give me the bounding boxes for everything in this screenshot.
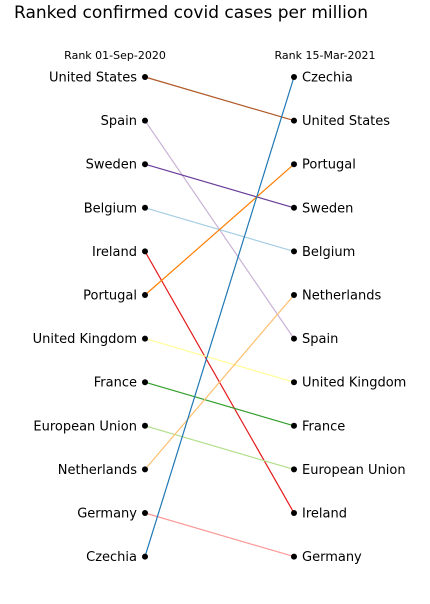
marker-start-united-states [142,74,148,80]
marker-start-germany [142,510,148,516]
marker-start-czechia [142,554,148,560]
slope-line-france [145,382,294,426]
left-rank-label: United States [49,71,137,86]
marker-end-ireland [291,510,297,516]
slope-line-united-kingdom [145,339,294,383]
right-rank-label: Ireland [302,507,347,522]
marker-end-netherlands [291,292,297,298]
right-rank-label: Germany [302,550,362,565]
marker-end-spain [291,336,297,342]
slope-line-czechia [145,77,294,557]
marker-end-sweden [291,205,297,211]
chart-title: Ranked confirmed covid cases per million [14,3,368,23]
marker-end-france [291,423,297,429]
left-rank-label: Belgium [84,201,137,216]
left-column-header: Rank 01-Sep-2020 [64,49,166,62]
marker-start-portugal [142,292,148,298]
slope-line-germany [145,513,294,557]
marker-end-united-states [291,118,297,124]
marker-start-ireland [142,248,148,254]
left-rank-label: Germany [77,507,137,522]
right-rank-label: United States [302,114,390,129]
marker-end-belgium [291,248,297,254]
marker-end-czechia [291,74,297,80]
right-rank-label: Portugal [302,158,356,173]
right-column-header: Rank 15-Mar-2021 [275,49,376,62]
marker-start-spain [142,118,148,124]
left-rank-label: France [94,376,137,391]
right-rank-label: France [302,419,345,434]
slope-line-united-states [145,77,294,121]
left-rank-label: Portugal [83,289,137,304]
marker-end-germany [291,554,297,560]
right-rank-label: United Kingdom [302,376,406,391]
marker-start-belgium [142,205,148,211]
right-rank-label: European Union [302,463,406,478]
left-rank-label: Netherlands [58,463,137,478]
right-rank-label: Netherlands [302,289,381,304]
marker-end-european-union [291,466,297,472]
right-rank-label: Spain [302,332,338,347]
left-rank-label: Spain [101,114,137,129]
marker-start-netherlands [142,466,148,472]
marker-start-european-union [142,423,148,429]
right-rank-label: Sweden [302,201,353,216]
marker-end-united-kingdom [291,379,297,385]
slope-line-portugal [145,164,294,295]
slope-line-european-union [145,426,294,470]
left-rank-label: Ireland [92,245,137,260]
marker-start-france [142,379,148,385]
left-rank-label: United Kingdom [33,332,137,347]
marker-start-sweden [142,161,148,167]
left-rank-label: European Union [33,419,137,434]
slope-line-netherlands [145,295,294,469]
slope-lines [145,77,294,557]
marker-start-united-kingdom [142,336,148,342]
right-rank-label: Belgium [302,245,355,260]
right-rank-label: Czechia [302,71,353,86]
left-rank-label: Sweden [86,158,137,173]
left-rank-label: Czechia [86,550,137,565]
marker-end-portugal [291,161,297,167]
slope-line-sweden [145,164,294,208]
